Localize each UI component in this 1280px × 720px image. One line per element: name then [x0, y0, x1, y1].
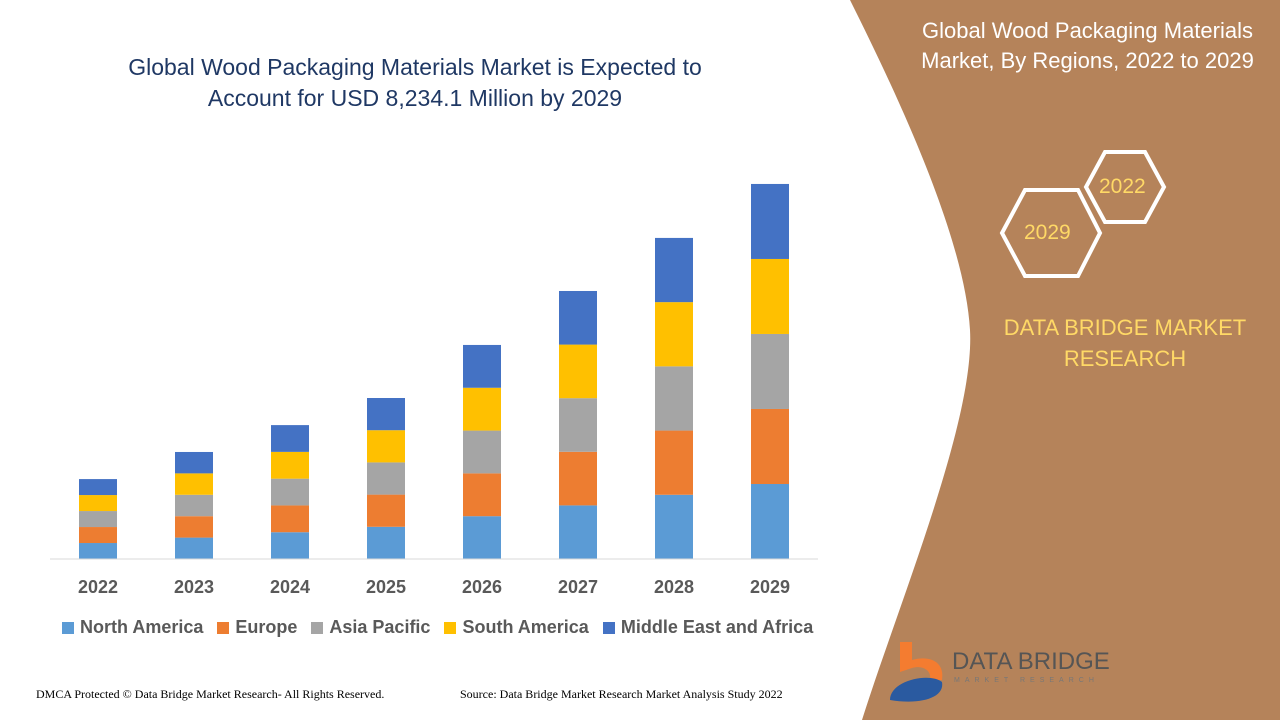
- side-title: Global Wood Packaging Materials Market, …: [890, 16, 1280, 76]
- bar-segment-2022-1: [79, 527, 117, 544]
- x-tick-label: 2024: [270, 577, 310, 597]
- bar-segment-2028-1: [655, 430, 693, 495]
- legend-label: Middle East and Africa: [620, 617, 814, 637]
- hex-label-2022: 2022: [1099, 175, 1146, 198]
- bar-segment-2028-4: [655, 237, 693, 303]
- bar-segment-2029-2: [751, 333, 789, 409]
- legend-label: Asia Pacific: [329, 617, 431, 637]
- bar-segment-2025-0: [367, 526, 405, 559]
- logo-name: DATA BRIDGE: [952, 648, 1110, 675]
- bar-segment-2025-3: [367, 430, 405, 463]
- title-line-1: Global Wood Packaging Materials Market i…: [128, 54, 702, 80]
- bar-segment-2026-3: [463, 387, 501, 431]
- bar-segment-2025-4: [367, 398, 405, 431]
- bar-segment-2026-1: [463, 473, 501, 517]
- x-tick-label: 2027: [558, 577, 598, 597]
- legend-swatch: [602, 621, 615, 634]
- x-tick-label: 2023: [174, 577, 214, 597]
- brand-line-1: DATA BRIDGE MARKET: [1003, 315, 1247, 340]
- bar-segment-2022-0: [79, 543, 117, 559]
- bar-segment-2023-2: [175, 494, 213, 517]
- side-title-line-1: Global Wood Packaging Materials: [922, 18, 1253, 43]
- bar-segment-2022-3: [79, 495, 117, 512]
- brown-side-panel: [850, 0, 1280, 720]
- brand-line-2: RESEARCH: [1063, 346, 1187, 371]
- bar-segment-2022-4: [79, 479, 117, 496]
- bar-segment-2023-3: [175, 473, 213, 495]
- legend-swatch: [62, 621, 74, 634]
- bar-segment-2026-4: [463, 344, 501, 388]
- x-tick-label: 2025: [366, 577, 406, 597]
- legend-label: South America: [462, 617, 589, 637]
- bar-segment-2027-2: [559, 398, 597, 452]
- bar-segment-2022-2: [79, 511, 117, 528]
- legend-swatch: [217, 621, 230, 634]
- bar-segment-2028-0: [655, 494, 693, 559]
- bar-segment-2024-3: [271, 451, 309, 479]
- legend-item: Asia Pacific: [311, 617, 430, 638]
- bar-segment-2029-4: [751, 183, 789, 259]
- title-line-2: Account for USD 8,234.1 Million by 2029: [207, 85, 623, 111]
- bar-segment-2024-0: [271, 532, 309, 559]
- legend-item: North America: [62, 617, 203, 638]
- legend-label: Europe: [235, 617, 298, 637]
- footer-source: Source: Data Bridge Market Research Mark…: [460, 687, 783, 701]
- legend-label: North America: [80, 617, 204, 637]
- legend-item: South America: [444, 617, 589, 638]
- logo-subtitle: MARKET RESEARCH: [954, 677, 1099, 684]
- bar-segment-2023-4: [175, 451, 213, 474]
- bar-segment-2027-3: [559, 344, 597, 399]
- legend-swatch: [311, 621, 324, 634]
- bar-segment-2028-2: [655, 366, 693, 431]
- bar-segment-2025-1: [367, 494, 405, 527]
- bar-segment-2023-1: [175, 516, 213, 538]
- bar-segment-2024-4: [271, 425, 309, 452]
- hexagon-2029: [999, 188, 1103, 278]
- chart-title: Global Wood Packaging Materials Market i…: [60, 52, 770, 114]
- hex-label-2029: 2029: [1024, 221, 1071, 244]
- bar-segment-2027-1: [559, 451, 597, 506]
- bar-segment-2024-2: [271, 478, 309, 506]
- x-tick-label: 2022: [78, 577, 118, 597]
- bar-segment-2025-2: [367, 462, 405, 495]
- bar-segment-2024-1: [271, 505, 309, 533]
- brand-text: DATA BRIDGE MARKET RESEARCH: [985, 312, 1265, 374]
- bar-segment-2023-0: [175, 537, 213, 559]
- x-tick-label: 2028: [654, 577, 694, 597]
- chart-legend: North America Europe Asia Pacific South Ame…: [62, 617, 813, 638]
- bar-segment-2029-1: [751, 408, 789, 484]
- hexagon-2022: [1083, 150, 1167, 224]
- x-tick-label: 2026: [462, 577, 502, 597]
- bar-segment-2027-0: [559, 505, 597, 559]
- bar-segment-2026-0: [463, 516, 501, 559]
- legend-item: Europe: [217, 617, 297, 638]
- stacked-bar-chart: 2022 2023 2024 2025 2026 2027 2028 2029: [78, 183, 790, 597]
- bar-segment-2029-0: [751, 483, 789, 559]
- legend-item: Middle East and Africa: [602, 617, 814, 638]
- bar-segment-2026-2: [463, 430, 501, 474]
- bar-segment-2028-3: [655, 302, 693, 367]
- footer-copyright: DMCA Protected © Data Bridge Market Rese…: [36, 687, 385, 701]
- bar-segment-2027-4: [559, 290, 597, 345]
- bar-segment-2029-3: [751, 258, 789, 334]
- legend-swatch: [444, 621, 457, 634]
- logo-mark: [890, 642, 943, 702]
- x-tick-label: 2029: [750, 577, 790, 597]
- side-title-line-2: Market, By Regions, 2022 to 2029: [921, 48, 1254, 73]
